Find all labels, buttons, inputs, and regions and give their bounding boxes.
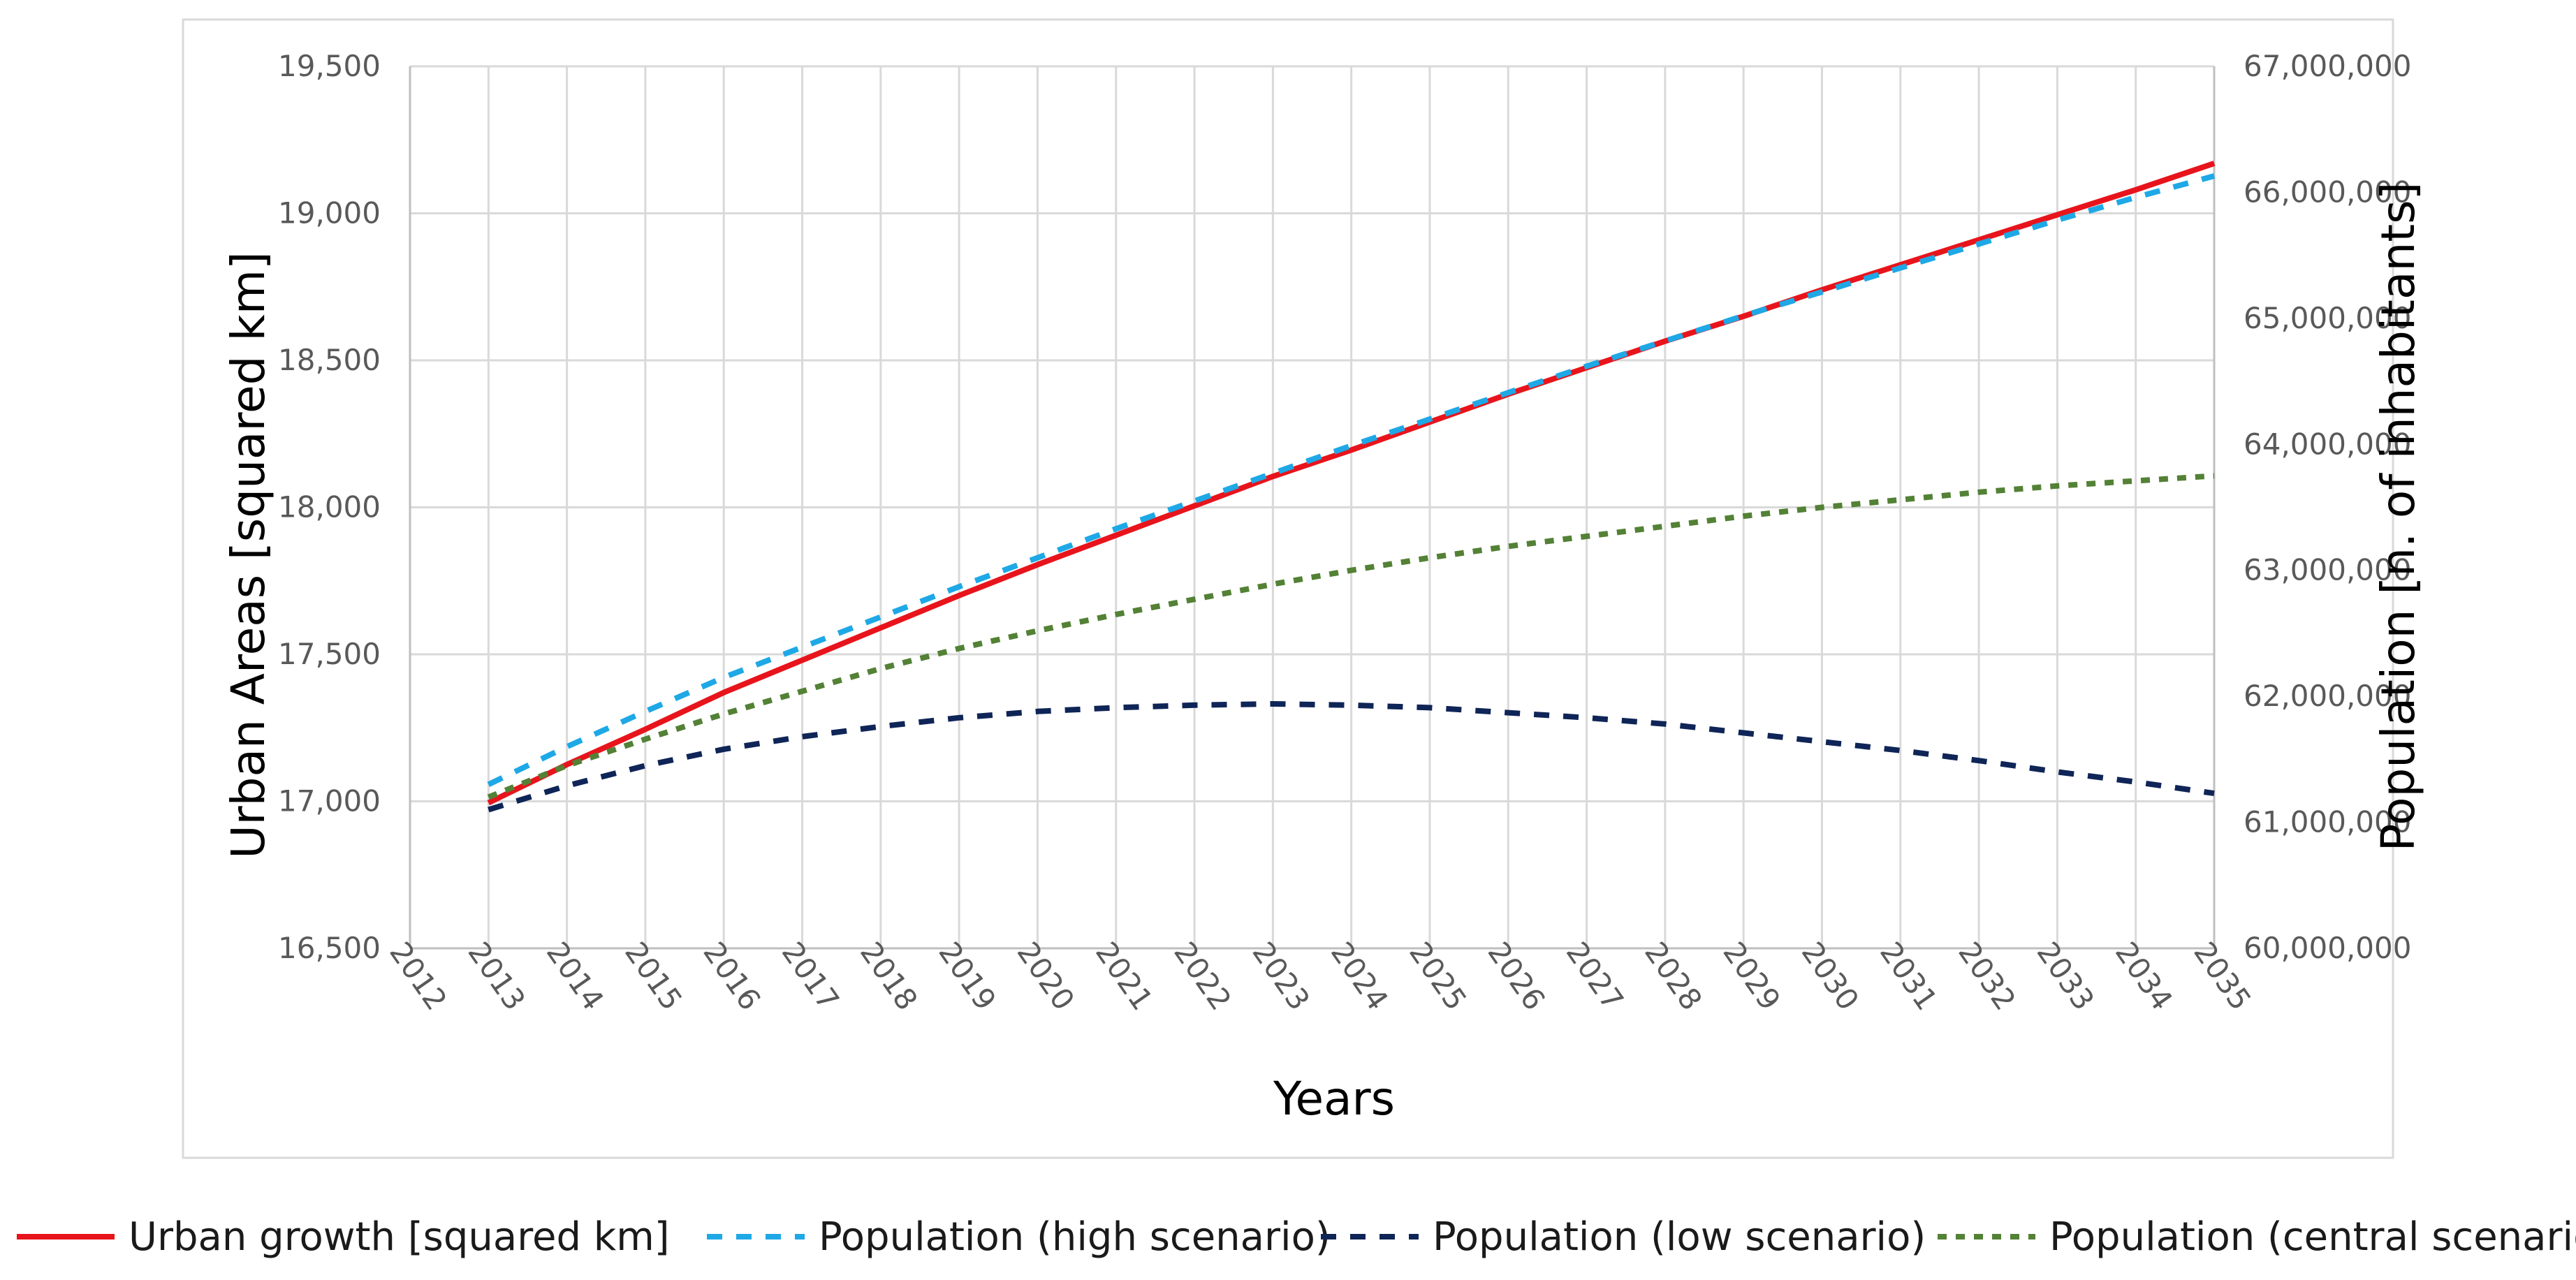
- y2-axis-title: Population [n. of inhabitants]: [2371, 182, 2425, 852]
- series-line-3: [488, 701, 2215, 813]
- y2-tick-label: 67,000,000: [2244, 49, 2411, 83]
- legend-label-2: Population (high scenario): [819, 1214, 1331, 1260]
- y-tick-label: 18,000: [278, 490, 381, 524]
- series-lines: [487, 161, 2216, 813]
- y-axis-ticks: 16,500 17,000 17,500 18,000 18,500 19,000 19,5…: [278, 49, 381, 965]
- y-tick-label: 18,500: [278, 343, 381, 377]
- y-tick-label: 17,000: [278, 784, 381, 818]
- series-line-2: [487, 173, 2216, 788]
- legend-label-3: Population (low scenario): [1433, 1214, 1926, 1260]
- y2-tick-label: 62,000,000: [2244, 679, 2411, 713]
- legend-label-4: Population (central scenario): [2049, 1214, 2576, 1260]
- y-axis-title: Urban Areas [squared km]: [221, 251, 275, 859]
- y2-tick-label: 60,000,000: [2244, 931, 2411, 965]
- y-tick-label: 19,500: [278, 49, 381, 83]
- y2-axis-ticks: 60,000,000 61,000,000 62,000,000 63,000,000…: [2244, 49, 2411, 965]
- y2-tick-label: 61,000,000: [2244, 805, 2411, 839]
- y2-tick-label: 66,000,000: [2244, 175, 2411, 209]
- x-axis-title: Years: [1273, 1072, 1395, 1126]
- y-tick-label: 16,500: [278, 931, 381, 965]
- gridlines: [409, 65, 2216, 950]
- chart-frame: [182, 18, 2394, 1159]
- axes: [409, 66, 2216, 950]
- legend-label-1: Urban growth [squared km]: [129, 1214, 670, 1260]
- series-line-1: [487, 161, 2216, 806]
- series-line-4: [487, 473, 2215, 800]
- y-tick-label: 19,000: [278, 196, 381, 230]
- y2-tick-label: 63,000,000: [2244, 553, 2411, 587]
- y-tick-label: 17,500: [278, 637, 381, 671]
- y2-tick-label: 65,000,000: [2244, 301, 2411, 335]
- legend: Urban growth [squared km] Population (hig…: [17, 1214, 2576, 1260]
- y2-tick-label: 64,000,000: [2244, 427, 2411, 461]
